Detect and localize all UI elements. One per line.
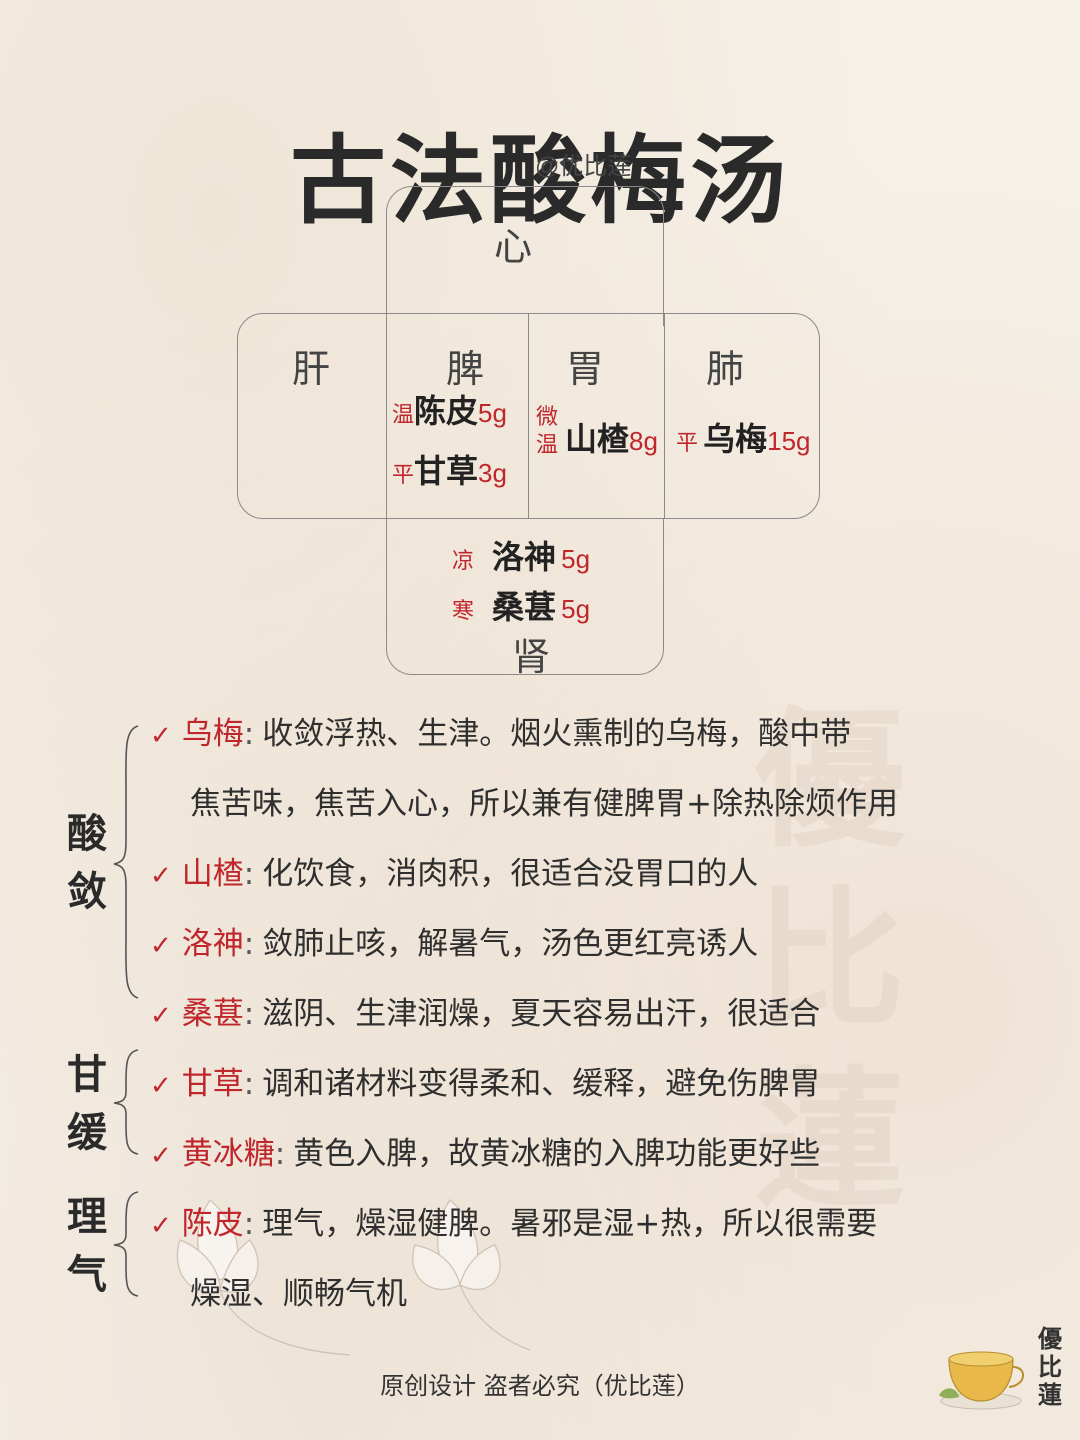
herb-wumei: 平 乌梅15g (676, 414, 811, 460)
item-name: 乌梅 (181, 716, 244, 752)
herb-name: 甘草 (414, 452, 479, 490)
brace-icon (113, 1191, 139, 1297)
brace-icon (113, 725, 139, 999)
item-text: 滋阴、生津润燥，夏天容易出汗，很适合 (262, 996, 821, 1032)
organ-liver: 肝 (292, 347, 331, 391)
group-label-liqi: 理气 (67, 1193, 107, 1298)
item-text: 黄色入脾，故黄冰糖的入脾功能更好些 (293, 1136, 821, 1172)
check-icon: ✓ (150, 1211, 172, 1241)
organ-stomach: 胃 (566, 347, 605, 391)
item-name: 黄冰糖 (181, 1136, 275, 1172)
herb-name: 乌梅 (703, 420, 768, 458)
herb-nature: 凉 (452, 549, 475, 574)
herb-name: 洛神 (492, 538, 557, 576)
herb-dose: 5g (561, 594, 591, 624)
item-text: 调和诸材料变得柔和、缓释，避免伤脾胃 (262, 1066, 821, 1102)
list-item-continuation: 燥湿、顺畅气机 (190, 1276, 407, 1312)
herb-sangshen: 寒桑葚 5g (452, 582, 590, 628)
herb-nature-vertical: 微 温 (536, 405, 559, 458)
heart-box (386, 186, 664, 326)
herb-name: 桑葚 (492, 588, 557, 626)
herb-dose: 15g (767, 426, 811, 456)
divider-line (528, 313, 529, 519)
check-icon: ✓ (150, 861, 172, 891)
organ-heart: 心 (494, 225, 533, 269)
check-icon: ✓ (150, 931, 172, 961)
list-item-continuation: 焦苦味，焦苦入心，所以兼有健脾胃+除热除烦作用 (190, 786, 898, 822)
herb-name: 山楂 (565, 420, 630, 458)
item-text: 收敛浮热、生津。烟火熏制的乌梅，酸中带 (262, 716, 852, 752)
check-icon: ✓ (150, 1141, 172, 1171)
group-label-ganhuan: 甘缓 (67, 1051, 107, 1156)
item-name: 陈皮 (181, 1206, 244, 1242)
herb-nature: 寒 (452, 599, 475, 624)
herb-nature: 平 (392, 463, 415, 488)
item-name: 洛神 (181, 926, 244, 962)
list-item: ✓ 乌梅: 收敛浮热、生津。烟火熏制的乌梅，酸中带 (150, 716, 852, 752)
check-icon: ✓ (150, 1071, 172, 1101)
herb-gancao: 平甘草3g (392, 446, 507, 492)
list-item: ✓ 黄冰糖: 黄色入脾，故黄冰糖的入脾功能更好些 (150, 1136, 821, 1172)
herb-nature: 平 (676, 431, 699, 456)
list-item: ✓ 陈皮: 理气，燥湿健脾。暑邪是湿+热，所以很需要 (150, 1206, 878, 1242)
item-text: 理气，燥湿健脾。暑邪是湿+热，所以很需要 (262, 1206, 878, 1242)
footer-copyright: 原创设计 盗者必究（优比莲） (380, 1372, 700, 1400)
group-label-suanlian: 酸敛 (67, 810, 107, 915)
herb-dose: 5g (561, 544, 591, 574)
check-icon: ✓ (150, 721, 172, 751)
page-title: 古法酸梅汤 (290, 125, 790, 238)
organ-spleen: 脾 (446, 347, 485, 391)
divider-line (664, 313, 665, 519)
organ-kidney: 肾 (512, 635, 551, 679)
divider-line (386, 313, 387, 519)
list-item: ✓ 甘草: 调和诸材料变得柔和、缓释，避免伤脾胃 (150, 1066, 821, 1102)
tea-cup-icon (939, 1351, 1024, 1410)
item-name: 桑葚 (181, 996, 244, 1032)
herb-shanzha: 山楂8g (565, 414, 658, 460)
brace-icon (113, 1049, 139, 1155)
list-item: ✓ 山楂: 化饮食，消肉积，很适合没胃口的人 (150, 856, 759, 892)
item-name: 甘草 (181, 1066, 244, 1102)
herb-dose: 8g (629, 426, 658, 456)
herb-dose: 5g (478, 398, 507, 428)
list-item: ✓ 洛神: 敛肺止咳，解暑气，汤色更红亮诱人 (150, 926, 759, 962)
herb-name: 陈皮 (414, 392, 479, 430)
organ-lung: 肺 (706, 347, 745, 391)
item-text: 化饮食，消肉积，很适合没胃口的人 (262, 856, 759, 892)
herb-luoshen: 凉洛神 5g (452, 532, 590, 578)
item-text: 敛肺止咳，解暑气，汤色更红亮诱人 (262, 926, 759, 962)
kidney-box (386, 519, 664, 675)
watermark: 優 比 蓮 (754, 692, 905, 1228)
author-handle: @优比莲 (535, 153, 632, 180)
magnolia-decoration-icon (176, 1199, 531, 1356)
item-name: 山楂 (181, 856, 244, 892)
herb-dose: 3g (478, 458, 507, 488)
seal-signature: 優比蓮 (1038, 1324, 1062, 1409)
herb-nature: 温 (392, 403, 415, 428)
check-icon: ✓ (150, 1001, 172, 1031)
list-item: ✓ 桑葚: 滋阴、生津润燥，夏天容易出汗，很适合 (150, 996, 821, 1032)
herb-chenpi: 温陈皮5g (392, 386, 507, 432)
